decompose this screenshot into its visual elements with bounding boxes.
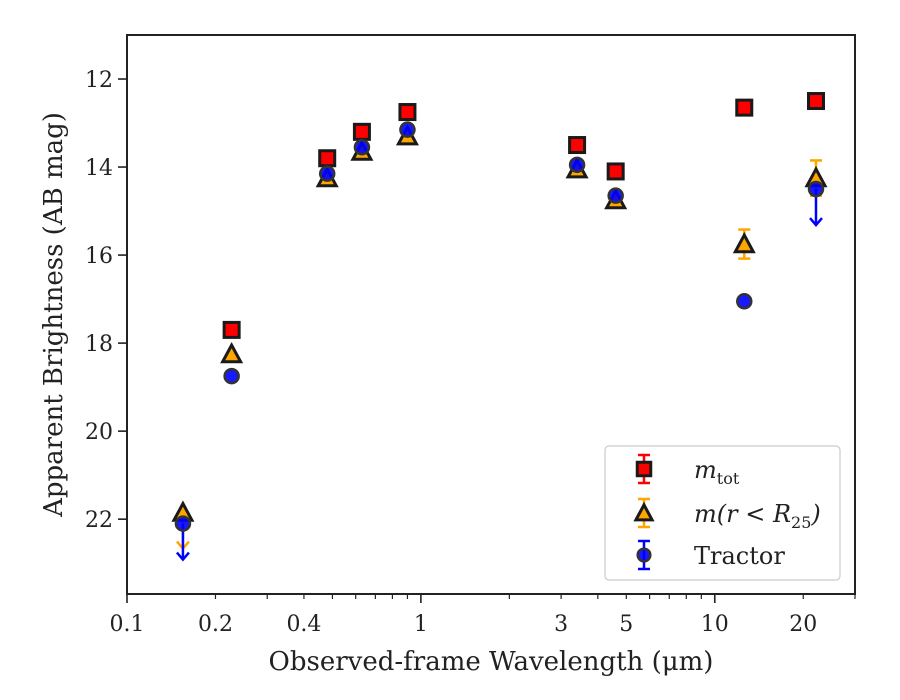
circle-marker (607, 187, 624, 204)
x-tick-label: 1 (414, 612, 428, 637)
y-tick-label: 18 (85, 332, 113, 357)
triangle-marker (220, 341, 244, 364)
square-marker (222, 320, 241, 339)
legend-box (604, 445, 841, 581)
triangle-marker (633, 501, 655, 522)
circle-marker (807, 180, 825, 198)
square-marker (568, 136, 587, 155)
y-axis-title: Apparent Brightness (AB mag) (39, 112, 69, 518)
x-tick-label: 3 (554, 612, 568, 637)
x-tick-label: 5 (619, 612, 633, 637)
legend: mtot m(r < R25) Tractor (604, 445, 841, 581)
legend-entry-label: mtot (694, 456, 740, 488)
x-tick-label: 20 (789, 612, 817, 637)
circle-marker (174, 515, 192, 532)
square-marker (635, 460, 653, 478)
axes-layer: 0.1 0.2 0.4 1 3 5 10 20 12 14 16 18 20 22 (85, 68, 856, 637)
circle-marker (318, 165, 336, 182)
square-marker (735, 98, 754, 117)
upper-limit-arrow-head (175, 551, 190, 562)
x-tick-label: 0.4 (286, 612, 321, 637)
square-marker (318, 149, 337, 168)
circle-marker (353, 138, 371, 156)
y-tick-label: 16 (85, 244, 113, 269)
square-marker (398, 103, 417, 122)
legend-entry-label: m(r < R25) (694, 500, 821, 532)
y-tick-label: 22 (85, 508, 113, 533)
y-tick-label: 14 (85, 156, 113, 181)
x-tick-label: 0.1 (110, 612, 145, 637)
y-tick-label: 20 (85, 420, 113, 445)
square-marker (606, 162, 625, 181)
circle-marker (223, 367, 240, 385)
circle-marker (736, 293, 753, 310)
upper-limit-arrow-head (809, 217, 823, 227)
legend-entry-label: Tractor (694, 542, 785, 570)
x-tick-label: 10 (701, 612, 729, 637)
y-tick-label: 12 (85, 68, 113, 93)
plot-layer (171, 92, 828, 562)
square-marker (806, 92, 825, 111)
circle-marker (399, 121, 416, 138)
circle-marker (636, 547, 652, 563)
triangle-marker (732, 231, 756, 254)
square-marker (352, 122, 371, 141)
x-tick-label: 0.2 (198, 612, 233, 637)
plot-frame (126, 34, 856, 595)
circle-marker (568, 156, 586, 174)
x-axis-title: Observed-frame Wavelength (μm) (269, 647, 714, 677)
